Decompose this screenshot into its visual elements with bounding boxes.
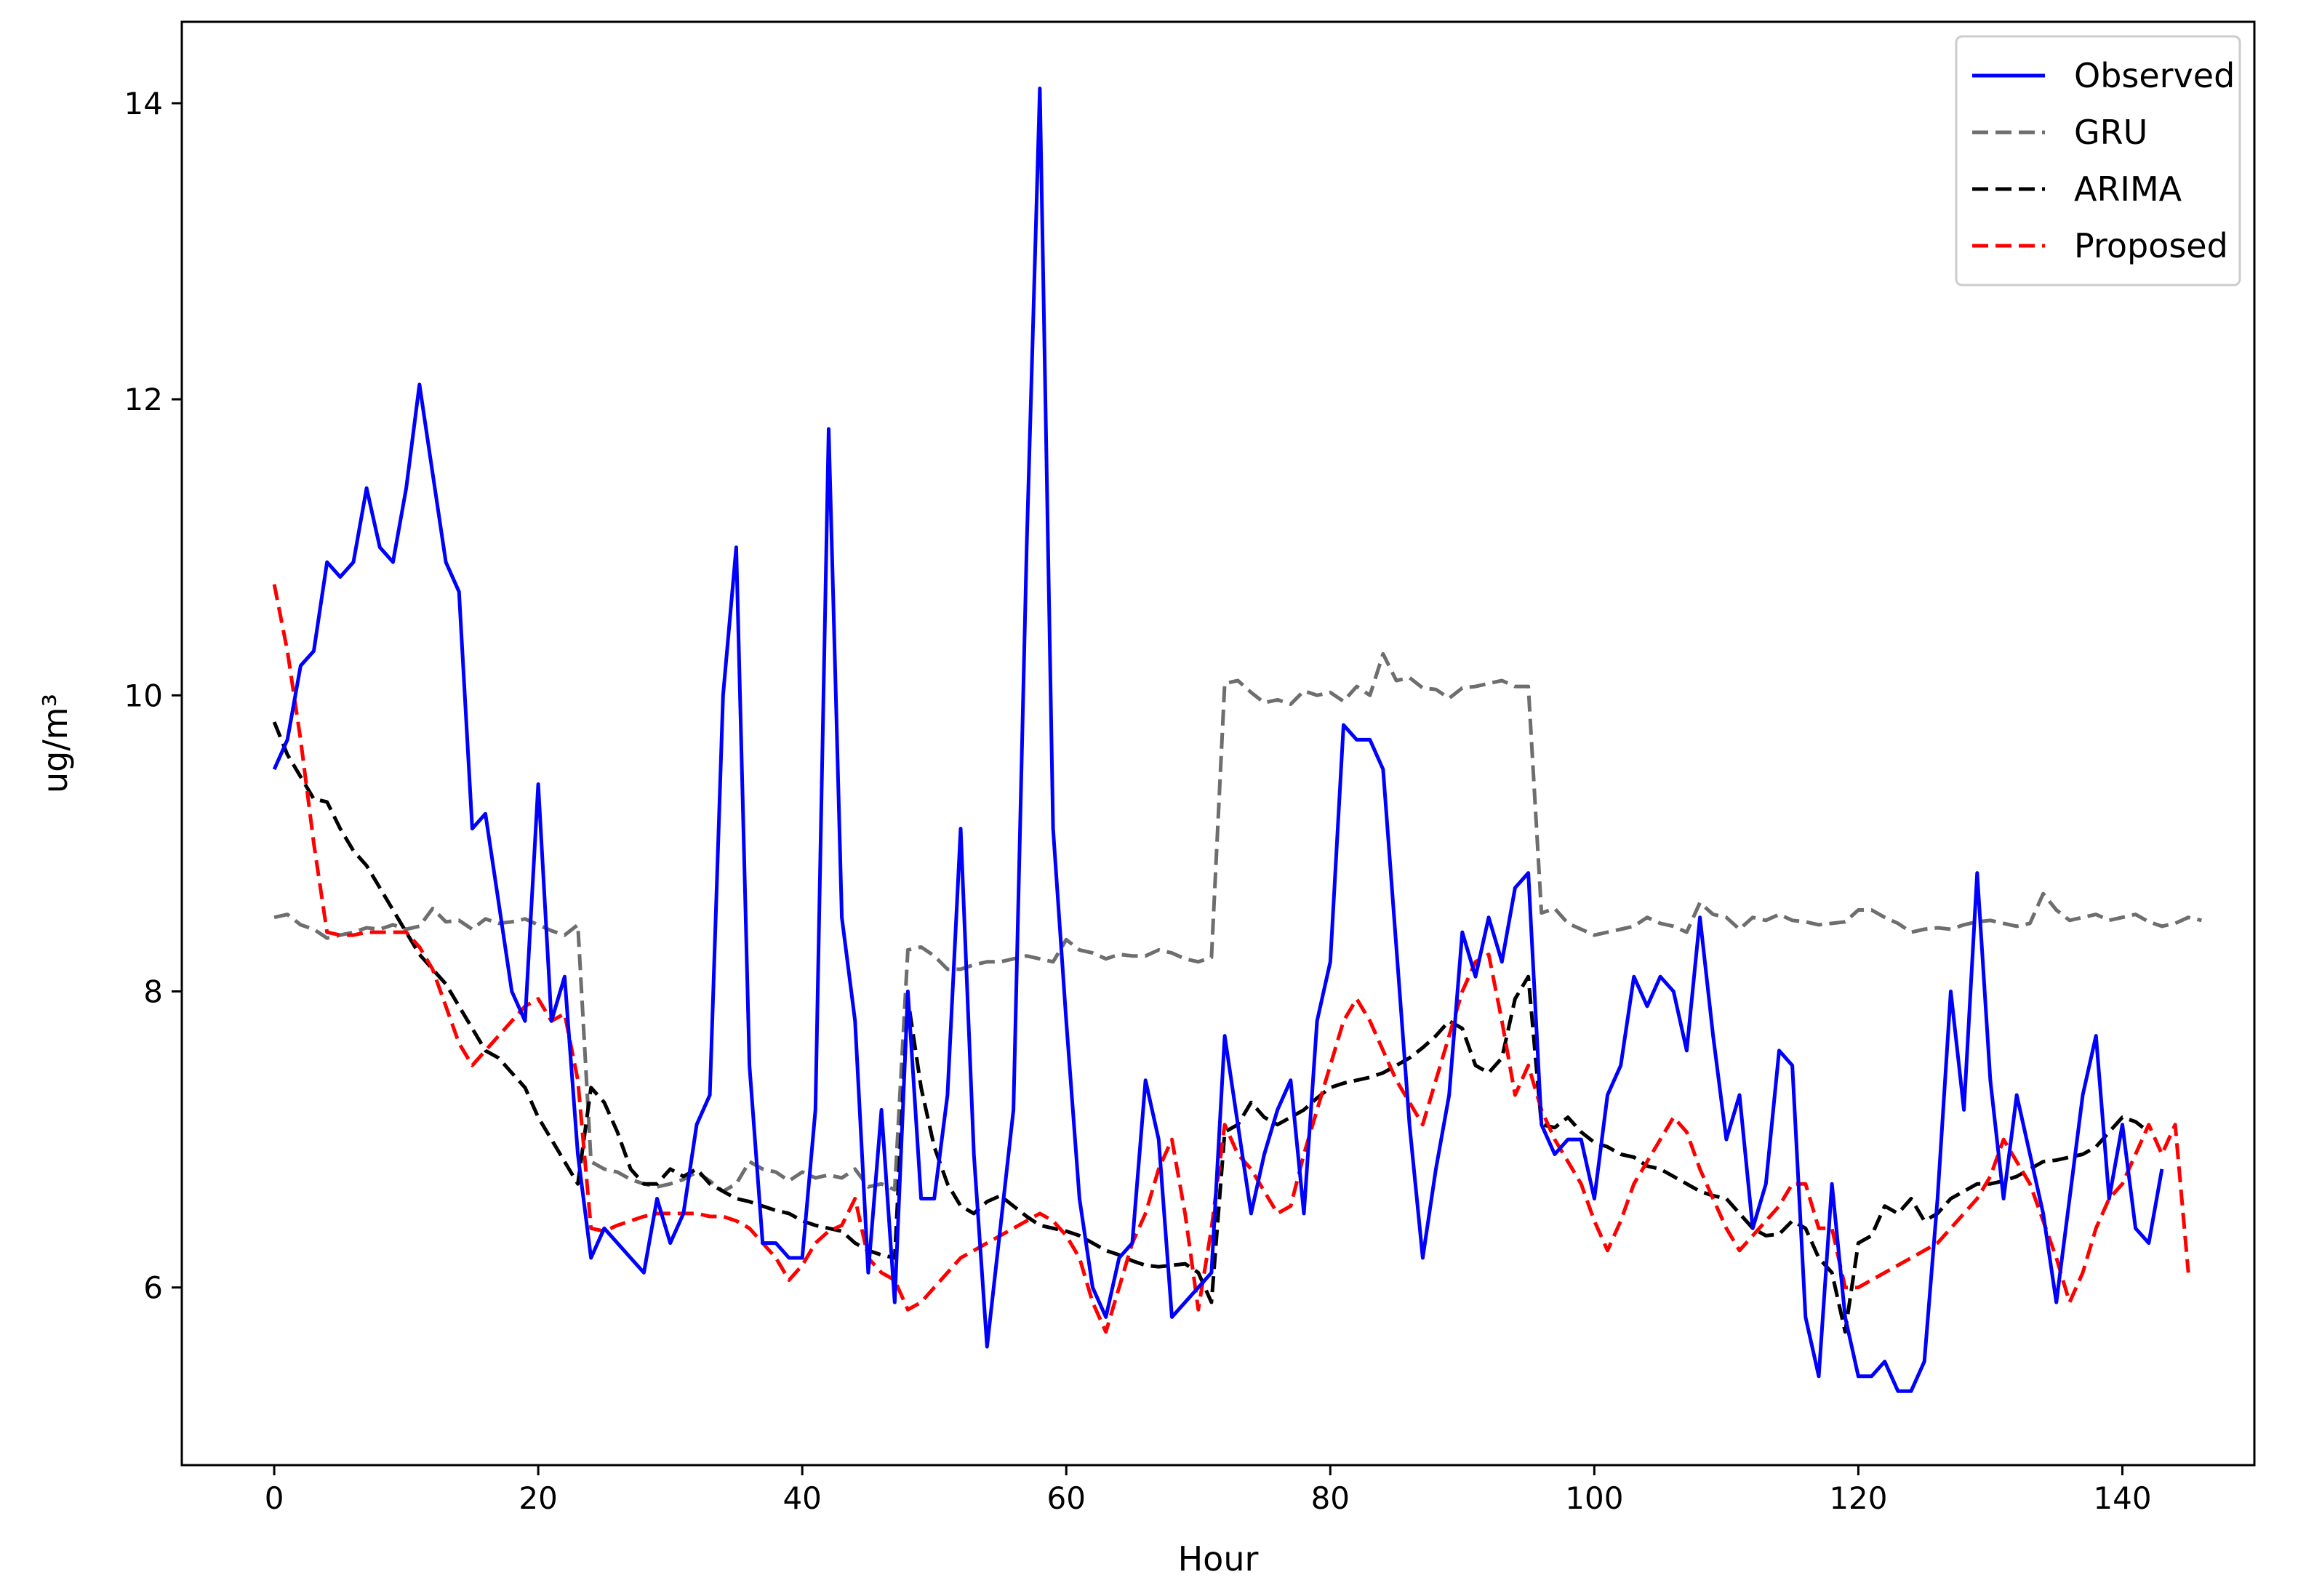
y-axis: 6 8 10 12 14 [124,86,182,1306]
x-axis-label: Hour [1178,1539,1259,1579]
y-tick-label: 14 [124,86,163,121]
y-tick-label: 8 [143,974,163,1010]
series-layer [272,87,2202,1393]
y-tick-label: 6 [143,1270,163,1306]
series-line-gru [273,651,2202,1193]
y-axis-label: ug/m³ [36,694,75,793]
legend-label-proposed: Proposed [2074,226,2228,265]
plot-frame [180,20,2256,1467]
x-tick-label: 0 [265,1480,284,1516]
x-tick-label: 60 [1047,1480,1086,1516]
x-tick-label: 80 [1311,1480,1350,1516]
x-tick-label: 40 [782,1480,821,1516]
legend-box [1955,35,2241,286]
series-line-proposed [272,584,2190,1334]
series-line-arima [272,721,2150,1334]
legend-label-arima: ARIMA [2074,169,2182,209]
x-tick-label: 20 [519,1480,557,1516]
y-tick-label: 10 [124,678,163,713]
x-tick-label: 140 [2093,1480,2151,1516]
series-line-observed [272,87,2164,1393]
x-tick-label: 120 [1829,1480,1887,1516]
x-axis: 0 20 40 60 80 100 120 140 [265,1465,2152,1516]
x-tick-label: 100 [1565,1480,1623,1516]
legend: Observed GRU ARIMA Proposed [1955,35,2241,286]
legend-label-gru: GRU [2074,113,2147,152]
y-tick-label: 12 [124,382,163,417]
legend-label-observed: Observed [2074,56,2235,95]
